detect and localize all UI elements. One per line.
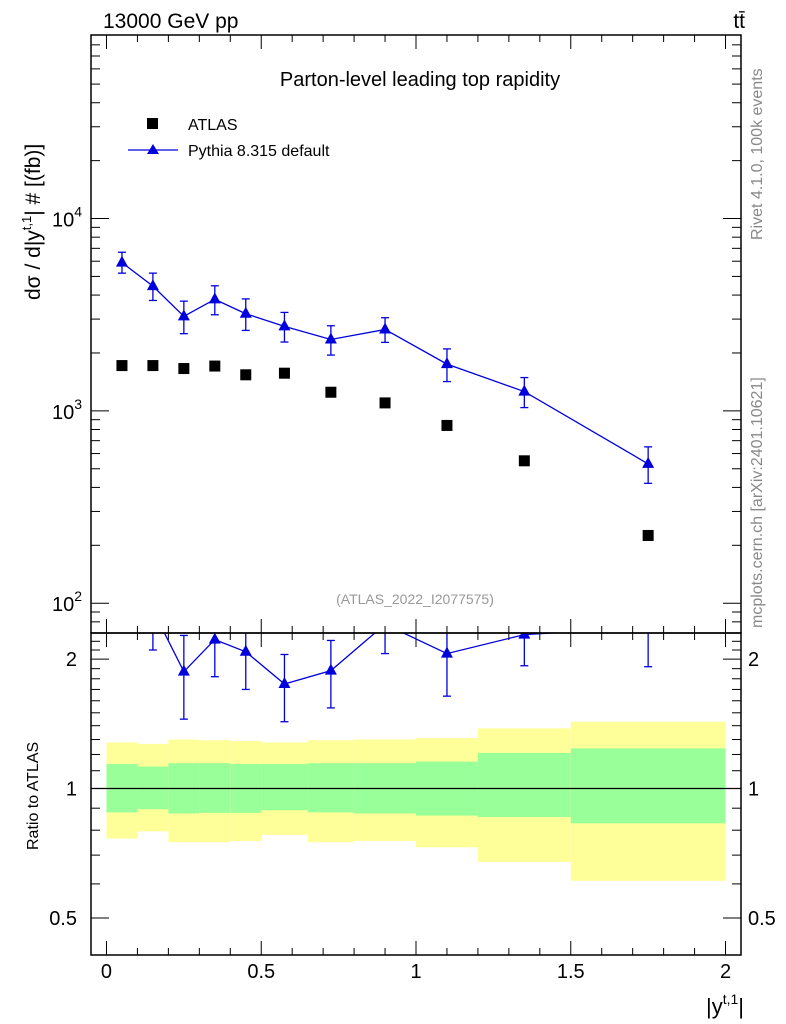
header-energy-label: 13000 GeV pp — [103, 10, 238, 33]
y-tick-base: 10 — [52, 402, 74, 424]
main-y-axis-label-sup: t,1 — [19, 216, 34, 230]
ratio-data-point — [208, 633, 221, 644]
y-tick-exponent: 3 — [74, 396, 82, 412]
ratio-y-tick-label-right: 2 — [748, 649, 759, 671]
main-plot-marks — [115, 251, 655, 541]
atlas-data-point — [379, 397, 391, 409]
ratio-y-tick-label-right: 0.5 — [748, 908, 776, 930]
atlas-data-point — [518, 455, 530, 467]
ratio-data-point — [116, 550, 128, 561]
x-tick-label: 2 — [720, 961, 731, 983]
analysis-id-label: (ATLAS_2022_I2077575) — [336, 591, 494, 607]
ratio-data-point — [642, 620, 654, 631]
pythia-data-point — [642, 456, 655, 468]
main-y-axis-label: dσ / d|yt,1| # [(fb)] — [19, 144, 45, 300]
x-axis-label-close: | — [738, 994, 744, 1019]
y-tick-base: 10 — [52, 594, 74, 616]
main-y-tick-label: 102 — [52, 588, 82, 616]
x-tick-label: 1 — [410, 961, 421, 983]
header-process-label: tt̄ — [733, 10, 745, 33]
ratio-data-point — [324, 663, 337, 675]
ratio-axes: 0.5 0.5 1 1 2 2 — [49, 633, 776, 955]
ratio-pythia-line — [163, 633, 564, 685]
pythia-data-point — [208, 292, 221, 304]
chart-title: Parton-level leading top rapidity — [280, 69, 560, 91]
main-y-axis-label-main: dσ / d|y — [22, 230, 45, 300]
legend-atlas-marker — [147, 118, 158, 129]
ratio-y-tick-label: 2 — [66, 649, 77, 671]
atlas-data-point — [209, 360, 221, 372]
pythia-data-point — [440, 357, 453, 369]
pythia-data-point — [146, 279, 159, 291]
ratio-plot-marks — [116, 550, 654, 723]
stat-uncertainty-band — [570, 748, 726, 824]
atlas-data-point — [147, 360, 159, 372]
ratio-y-tick-label: 1 — [66, 779, 77, 801]
legend: ATLAS Pythia 8.315 default — [128, 117, 330, 160]
x-tick-label: 0.5 — [247, 961, 275, 983]
ratio-data-point — [518, 633, 531, 639]
x-tick-label: 0 — [101, 961, 112, 983]
pythia-data-point — [278, 319, 291, 331]
legend-atlas-label: ATLAS — [188, 117, 238, 134]
stat-uncertainty-band — [477, 752, 571, 818]
atlas-data-point — [325, 386, 337, 398]
y-tick-exponent: 2 — [74, 588, 82, 604]
ratio-frame — [90, 632, 742, 956]
x-axis-label: |yt,1| — [706, 991, 744, 1019]
ratio-data-point — [440, 646, 453, 658]
legend-pythia-label: Pythia 8.315 default — [188, 143, 330, 160]
atlas-data-point — [441, 419, 453, 431]
main-y-tick-label: 103 — [52, 396, 82, 424]
stat-uncertainty-band — [307, 763, 355, 813]
ratio-y-tick-label-right: 1 — [748, 779, 759, 801]
x-axis-label-sup: t,1 — [723, 991, 739, 1007]
atlas-data-point — [240, 369, 252, 381]
x-tick-label: 1.5 — [557, 961, 585, 983]
ratio-data-point — [239, 644, 252, 656]
atlas-data-point — [278, 367, 290, 379]
stat-uncertainty-band — [137, 766, 169, 810]
ratio-data-point — [177, 664, 190, 676]
pythia-line — [121, 262, 649, 465]
ratio-y-axis-label: Ratio to ATLAS — [25, 742, 42, 850]
pythia-data-point — [379, 322, 392, 334]
ratio-data-point — [147, 603, 159, 614]
y-tick-base: 10 — [52, 210, 74, 232]
y-tick-exponent: 4 — [74, 204, 82, 220]
x-axis-label-main: |y — [706, 994, 723, 1019]
x-tick-labels: 0 0.5 1 1.5 2 — [101, 961, 731, 983]
atlas-data-point — [116, 360, 128, 372]
mcplots-source-label: mcplots.cern.ch [arXiv:2401.10621] — [749, 377, 766, 628]
pythia-data-point — [115, 255, 128, 267]
ratio-uncertainty-bands — [91, 721, 741, 881]
atlas-data-point — [642, 529, 654, 541]
atlas-data-point — [178, 363, 190, 375]
rivet-version-label: Rivet 4.1.0, 100k events — [749, 68, 766, 240]
pythia-data-point — [518, 384, 531, 396]
pythia-data-point — [324, 332, 337, 344]
ratio-data-point — [278, 677, 291, 689]
main-y-axis-label-tail: | # [(fb)] — [22, 144, 45, 216]
legend-pythia-marker — [147, 144, 159, 154]
main-y-tick-label: 104 — [52, 204, 82, 232]
ratio-y-tick-label: 0.5 — [49, 908, 77, 930]
stat-uncertainty-band — [261, 764, 308, 811]
pythia-data-point — [177, 309, 190, 321]
pythia-data-point — [239, 306, 252, 318]
